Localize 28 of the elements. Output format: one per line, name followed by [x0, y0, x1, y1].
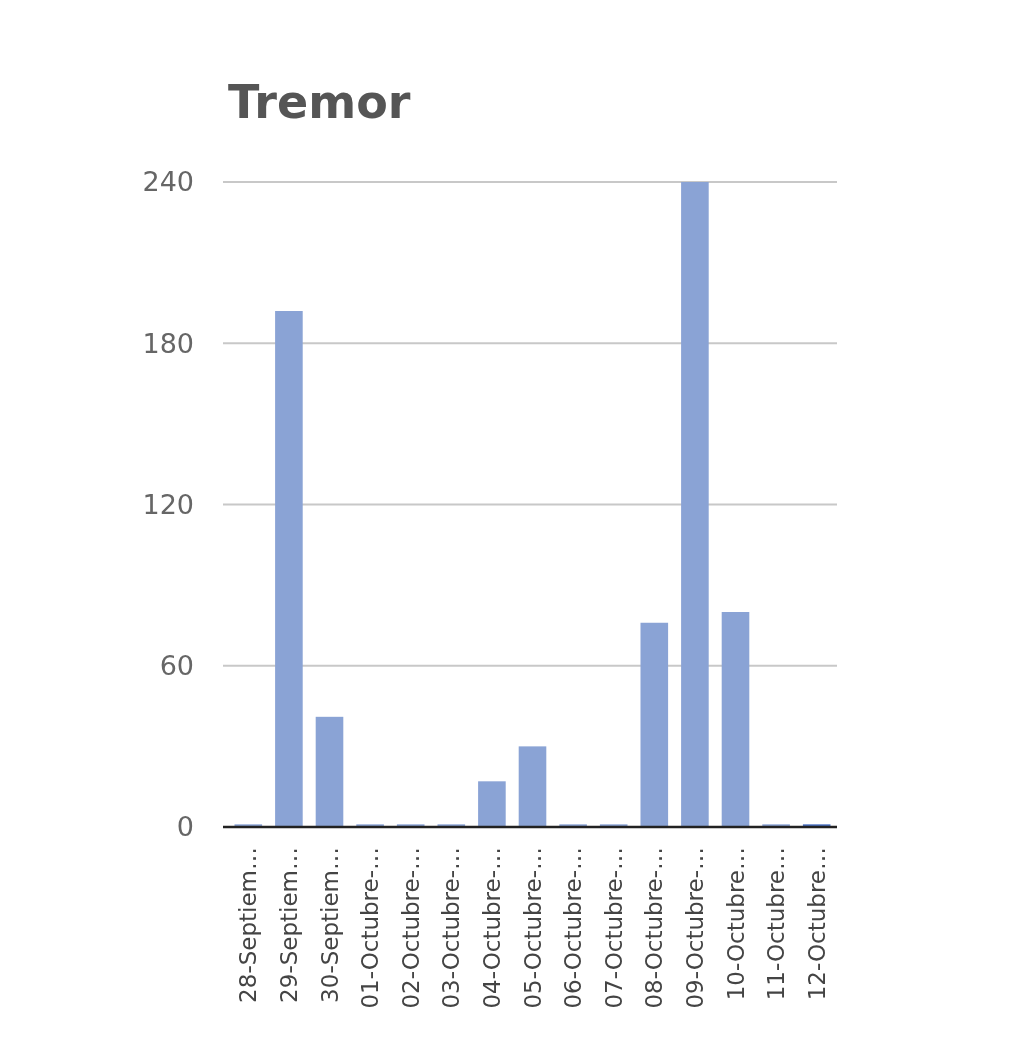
- x-tick-label: 04-Octubre-…: [478, 847, 505, 1009]
- bar: [681, 182, 709, 827]
- x-tick-label: 03-Octubre-…: [438, 847, 465, 1009]
- x-tick-label: 09-Octubre-…: [681, 847, 708, 1009]
- bar: [640, 622, 669, 827]
- x-tick-label: 07-Octubre-…: [600, 847, 627, 1009]
- x-tick-label: 05-Octubre-…: [519, 847, 546, 1009]
- x-tick-label: 02-Octubre-…: [397, 847, 424, 1009]
- y-tick-label: 0: [176, 811, 194, 843]
- chart-title: Tremor: [228, 75, 411, 129]
- x-tick-label: 28-Septiem…: [235, 847, 262, 1003]
- x-tick-label: 12-Octubre…: [803, 847, 830, 1001]
- x-tick-label: 06-Octubre-…: [560, 847, 587, 1009]
- x-tick-label: 11-Octubre…: [763, 847, 790, 1001]
- y-tick-label: 120: [142, 488, 194, 520]
- x-tick-label: 30-Septiem…: [316, 847, 343, 1003]
- x-tick-label: 08-Octubre-…: [641, 847, 668, 1009]
- x-tick-label: 10-Octubre…: [722, 847, 749, 1001]
- bar: [518, 746, 547, 827]
- bar: [275, 311, 303, 827]
- y-tick-label: 180: [142, 327, 194, 359]
- bar: [721, 612, 750, 827]
- bar: [478, 781, 506, 827]
- y-tick-label: 240: [142, 166, 194, 198]
- x-tick-label: 29-Septiem…: [275, 847, 302, 1003]
- x-tick-label: 01-Octubre-…: [357, 847, 384, 1009]
- bar: [315, 716, 344, 827]
- y-tick-label: 60: [159, 650, 194, 682]
